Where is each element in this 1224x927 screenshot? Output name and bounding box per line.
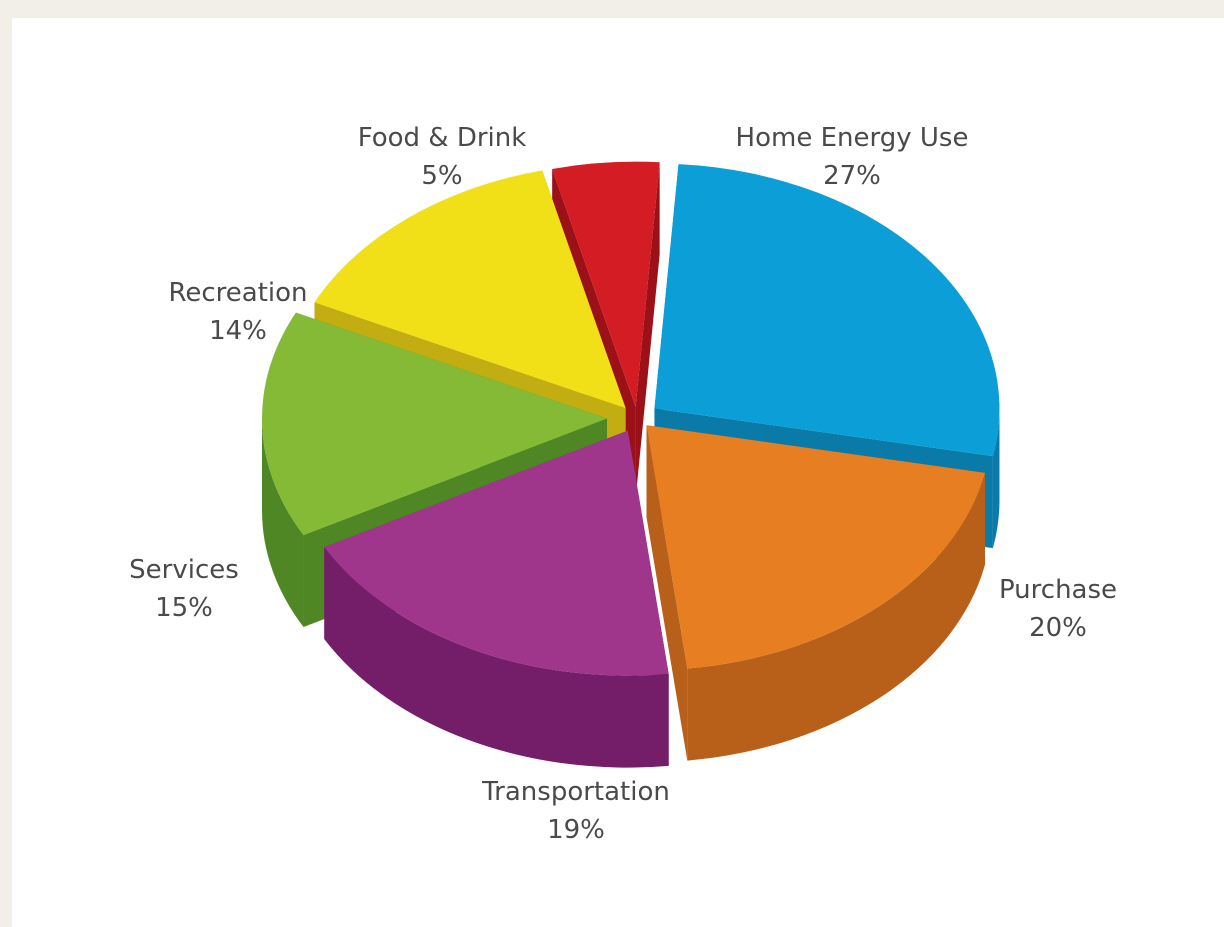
slice-recreation [314, 170, 626, 409]
slice-wall-food-and-drink-1 [635, 162, 660, 499]
value-label-recreation: 14% [209, 316, 267, 346]
label-food-and-drink: Food & Drink [358, 123, 527, 153]
value-label-transportation: 19% [547, 815, 605, 845]
slice-side-transportation-0 [324, 547, 669, 768]
chart-frame: Home Energy Use 27% Purchase 20% Transportat… [12, 18, 1224, 927]
slice-side-purchase-0 [687, 472, 985, 761]
label-transportation: Transportation [481, 777, 670, 807]
slice-services [262, 312, 608, 536]
pie-chart: Home Energy Use 27% Purchase 20% Transportat… [129, 123, 1117, 845]
label-home-energy-use: Home Energy Use [736, 123, 969, 153]
slice-side-services-0 [262, 418, 304, 628]
label-recreation: Recreation [168, 278, 307, 308]
slice-food-and-drink [552, 161, 660, 407]
pie-tops [262, 161, 1000, 676]
value-label-home-energy-use: 27% [823, 161, 881, 191]
value-label-food-and-drink: 5% [421, 161, 462, 191]
label-purchase: Purchase [999, 575, 1117, 605]
slice-purchase [646, 425, 985, 669]
value-label-purchase: 20% [1029, 613, 1087, 643]
label-services: Services [129, 555, 239, 585]
slice-home-energy-use [654, 164, 1000, 457]
value-label-services: 15% [155, 593, 213, 623]
pie-labels: Home Energy Use 27% Purchase 20% Transportat… [129, 123, 1117, 845]
slice-transportation [324, 430, 669, 676]
slice-wall-purchase-1 [646, 425, 688, 761]
slice-side-home-energy-use-0 [992, 408, 1000, 549]
